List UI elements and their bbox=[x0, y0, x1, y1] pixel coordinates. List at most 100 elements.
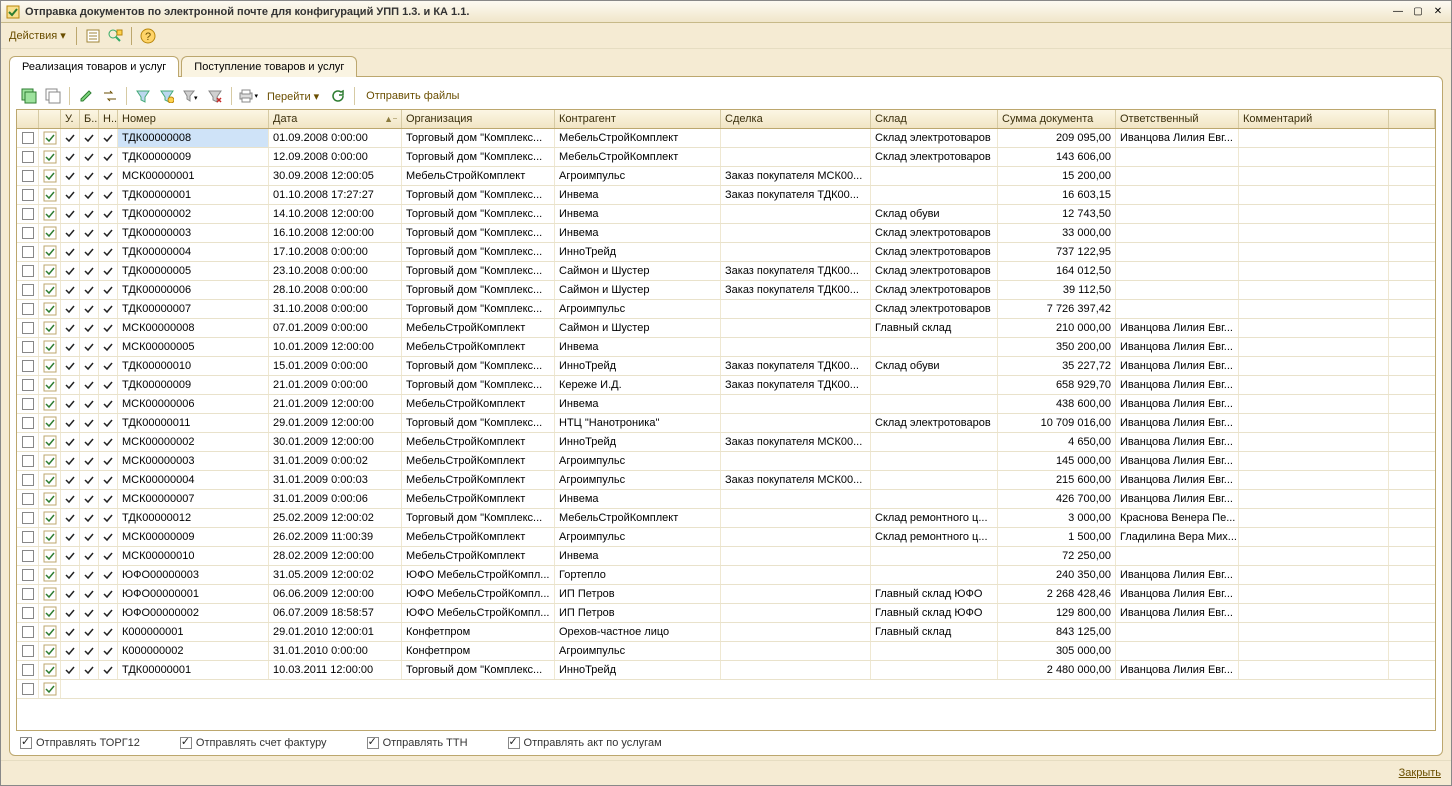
refresh-icon[interactable] bbox=[327, 85, 349, 107]
select-all-icon[interactable] bbox=[18, 85, 40, 107]
checkbox-box[interactable] bbox=[20, 737, 32, 749]
goto-button[interactable]: Перейти ▾ bbox=[261, 87, 325, 106]
row-checkbox[interactable] bbox=[22, 531, 34, 543]
table-row[interactable]: ЮФО0000000331.05.2009 12:00:02ЮФО Мебель… bbox=[17, 566, 1435, 585]
row-checkbox[interactable] bbox=[22, 493, 34, 505]
table-row[interactable] bbox=[17, 680, 1435, 699]
column-header-counterparty[interactable]: Контрагент bbox=[555, 110, 721, 128]
column-header-resp[interactable]: Ответственный bbox=[1116, 110, 1239, 128]
filter-clear-icon[interactable] bbox=[204, 85, 226, 107]
table-row[interactable]: ТДК0000000731.10.2008 0:00:00Торговый до… bbox=[17, 300, 1435, 319]
row-checkbox[interactable] bbox=[22, 379, 34, 391]
checkbox-box[interactable] bbox=[180, 737, 192, 749]
column-header-org[interactable]: Организация bbox=[402, 110, 555, 128]
table-row[interactable]: К00000000231.01.2010 0:00:00КонфетпромАг… bbox=[17, 642, 1435, 661]
row-checkbox[interactable] bbox=[22, 683, 34, 695]
row-checkbox[interactable] bbox=[22, 626, 34, 638]
row-checkbox[interactable] bbox=[22, 360, 34, 372]
row-checkbox[interactable] bbox=[22, 607, 34, 619]
actions-menu[interactable]: Действия ▾ bbox=[5, 27, 70, 44]
swap-icon[interactable] bbox=[99, 85, 121, 107]
close-link[interactable]: Закрыть bbox=[1399, 767, 1441, 779]
table-row[interactable]: МСК0000001028.02.2009 12:00:00МебельСтро… bbox=[17, 547, 1435, 566]
row-checkbox[interactable] bbox=[22, 417, 34, 429]
row-checkbox[interactable] bbox=[22, 208, 34, 220]
row-checkbox[interactable] bbox=[22, 569, 34, 581]
close-button[interactable]: ✕ bbox=[1429, 5, 1447, 19]
table-row[interactable]: ЮФО0000000206.07.2009 18:58:57ЮФО Мебель… bbox=[17, 604, 1435, 623]
column-header-deal[interactable]: Сделка bbox=[721, 110, 871, 128]
row-checkbox[interactable] bbox=[22, 265, 34, 277]
table-row[interactable]: ТДК0000001129.01.2009 12:00:00Торговый д… bbox=[17, 414, 1435, 433]
row-checkbox[interactable] bbox=[22, 189, 34, 201]
table-row[interactable]: МСК0000000621.01.2009 12:00:00МебельСтро… bbox=[17, 395, 1435, 414]
checkbox-sf[interactable]: Отправлять счет фактуру bbox=[180, 737, 327, 749]
row-checkbox[interactable] bbox=[22, 303, 34, 315]
column-header-warehouse[interactable]: Склад bbox=[871, 110, 998, 128]
row-checkbox[interactable] bbox=[22, 436, 34, 448]
row-checkbox[interactable] bbox=[22, 474, 34, 486]
row-checkbox[interactable] bbox=[22, 550, 34, 562]
column-header-number[interactable]: Номер bbox=[118, 110, 269, 128]
table-row[interactable]: ТДК0000000921.01.2009 0:00:00Торговый до… bbox=[17, 376, 1435, 395]
row-checkbox[interactable] bbox=[22, 322, 34, 334]
row-checkbox[interactable] bbox=[22, 170, 34, 182]
table-row[interactable]: МСК0000000731.01.2009 0:00:06МебельСтрой… bbox=[17, 490, 1435, 509]
help-icon[interactable]: ? bbox=[138, 26, 158, 46]
column-header-sum[interactable]: Сумма документа bbox=[998, 110, 1116, 128]
table-row[interactable]: МСК0000000510.01.2009 12:00:00МебельСтро… bbox=[17, 338, 1435, 357]
row-checkbox[interactable] bbox=[22, 455, 34, 467]
tab-receipt[interactable]: Поступление товаров и услуг bbox=[181, 56, 357, 77]
table-row[interactable]: ТДК0000000801.09.2008 0:00:00Торговый до… bbox=[17, 129, 1435, 148]
table-row[interactable]: ТДК0000000628.10.2008 0:00:00Торговый до… bbox=[17, 281, 1435, 300]
row-checkbox[interactable] bbox=[22, 132, 34, 144]
table-row[interactable]: ТДК0000000417.10.2008 0:00:00Торговый до… bbox=[17, 243, 1435, 262]
checkbox-akt[interactable]: Отправлять акт по услугам bbox=[508, 737, 662, 749]
table-row[interactable]: МСК0000000431.01.2009 0:00:03МебельСтрой… bbox=[17, 471, 1435, 490]
table-row[interactable]: ТДК0000000214.10.2008 12:00:00Торговый д… bbox=[17, 205, 1435, 224]
column-header-status[interactable] bbox=[39, 110, 61, 128]
filter-icon[interactable] bbox=[132, 85, 154, 107]
table-row[interactable]: МСК0000000130.09.2008 12:00:05МебельСтро… bbox=[17, 167, 1435, 186]
table-row[interactable]: МСК0000000230.01.2009 12:00:00МебельСтро… bbox=[17, 433, 1435, 452]
table-row[interactable]: ТДК0000000912.09.2008 0:00:00Торговый до… bbox=[17, 148, 1435, 167]
row-checkbox[interactable] bbox=[22, 588, 34, 600]
list-icon[interactable] bbox=[83, 26, 103, 46]
column-header-n[interactable]: Н.. bbox=[99, 110, 118, 128]
checkbox-ttn[interactable]: Отправлять ТТН bbox=[367, 737, 468, 749]
print-icon[interactable]: ▾ bbox=[237, 85, 259, 107]
column-header-u[interactable]: У. bbox=[61, 110, 80, 128]
row-checkbox[interactable] bbox=[22, 246, 34, 258]
row-checkbox[interactable] bbox=[22, 341, 34, 353]
column-header-b[interactable]: Б.. bbox=[80, 110, 99, 128]
minimize-button[interactable]: — bbox=[1389, 5, 1407, 19]
edit-icon[interactable] bbox=[75, 85, 97, 107]
checkbox-box[interactable] bbox=[367, 737, 379, 749]
table-row[interactable]: МСК0000000926.02.2009 11:00:39МебельСтро… bbox=[17, 528, 1435, 547]
table-row[interactable]: МСК0000000331.01.2009 0:00:02МебельСтрой… bbox=[17, 452, 1435, 471]
filter-value-icon[interactable] bbox=[156, 85, 178, 107]
row-checkbox[interactable] bbox=[22, 398, 34, 410]
checkbox-torg12[interactable]: Отправлять ТОРГ12 bbox=[20, 737, 140, 749]
maximize-button[interactable]: ▢ bbox=[1409, 5, 1427, 19]
table-row[interactable]: ТДК0000001015.01.2009 0:00:00Торговый до… bbox=[17, 357, 1435, 376]
table-row[interactable]: ТДК0000001225.02.2009 12:00:02Торговый д… bbox=[17, 509, 1435, 528]
table-row[interactable]: ТДК0000000110.03.2011 12:00:00Торговый д… bbox=[17, 661, 1435, 680]
grid-body[interactable]: ТДК0000000801.09.2008 0:00:00Торговый до… bbox=[17, 129, 1435, 730]
row-checkbox[interactable] bbox=[22, 151, 34, 163]
deselect-all-icon[interactable] bbox=[42, 85, 64, 107]
table-row[interactable]: ТДК0000000316.10.2008 12:00:00Торговый д… bbox=[17, 224, 1435, 243]
table-row[interactable]: МСК0000000807.01.2009 0:00:00МебельСтрой… bbox=[17, 319, 1435, 338]
row-checkbox[interactable] bbox=[22, 512, 34, 524]
table-row[interactable]: ЮФО0000000106.06.2009 12:00:00ЮФО Мебель… bbox=[17, 585, 1435, 604]
column-header-date[interactable]: Дата▲ ⎯ bbox=[269, 110, 402, 128]
row-checkbox[interactable] bbox=[22, 645, 34, 657]
column-header-chk[interactable] bbox=[17, 110, 39, 128]
row-checkbox[interactable] bbox=[22, 284, 34, 296]
find-icon[interactable] bbox=[105, 26, 125, 46]
table-row[interactable]: ТДК0000000523.10.2008 0:00:00Торговый до… bbox=[17, 262, 1435, 281]
checkbox-box[interactable] bbox=[508, 737, 520, 749]
tab-sales[interactable]: Реализация товаров и услуг bbox=[9, 56, 179, 77]
filter-history-icon[interactable]: ▾ bbox=[180, 85, 202, 107]
row-checkbox[interactable] bbox=[22, 227, 34, 239]
